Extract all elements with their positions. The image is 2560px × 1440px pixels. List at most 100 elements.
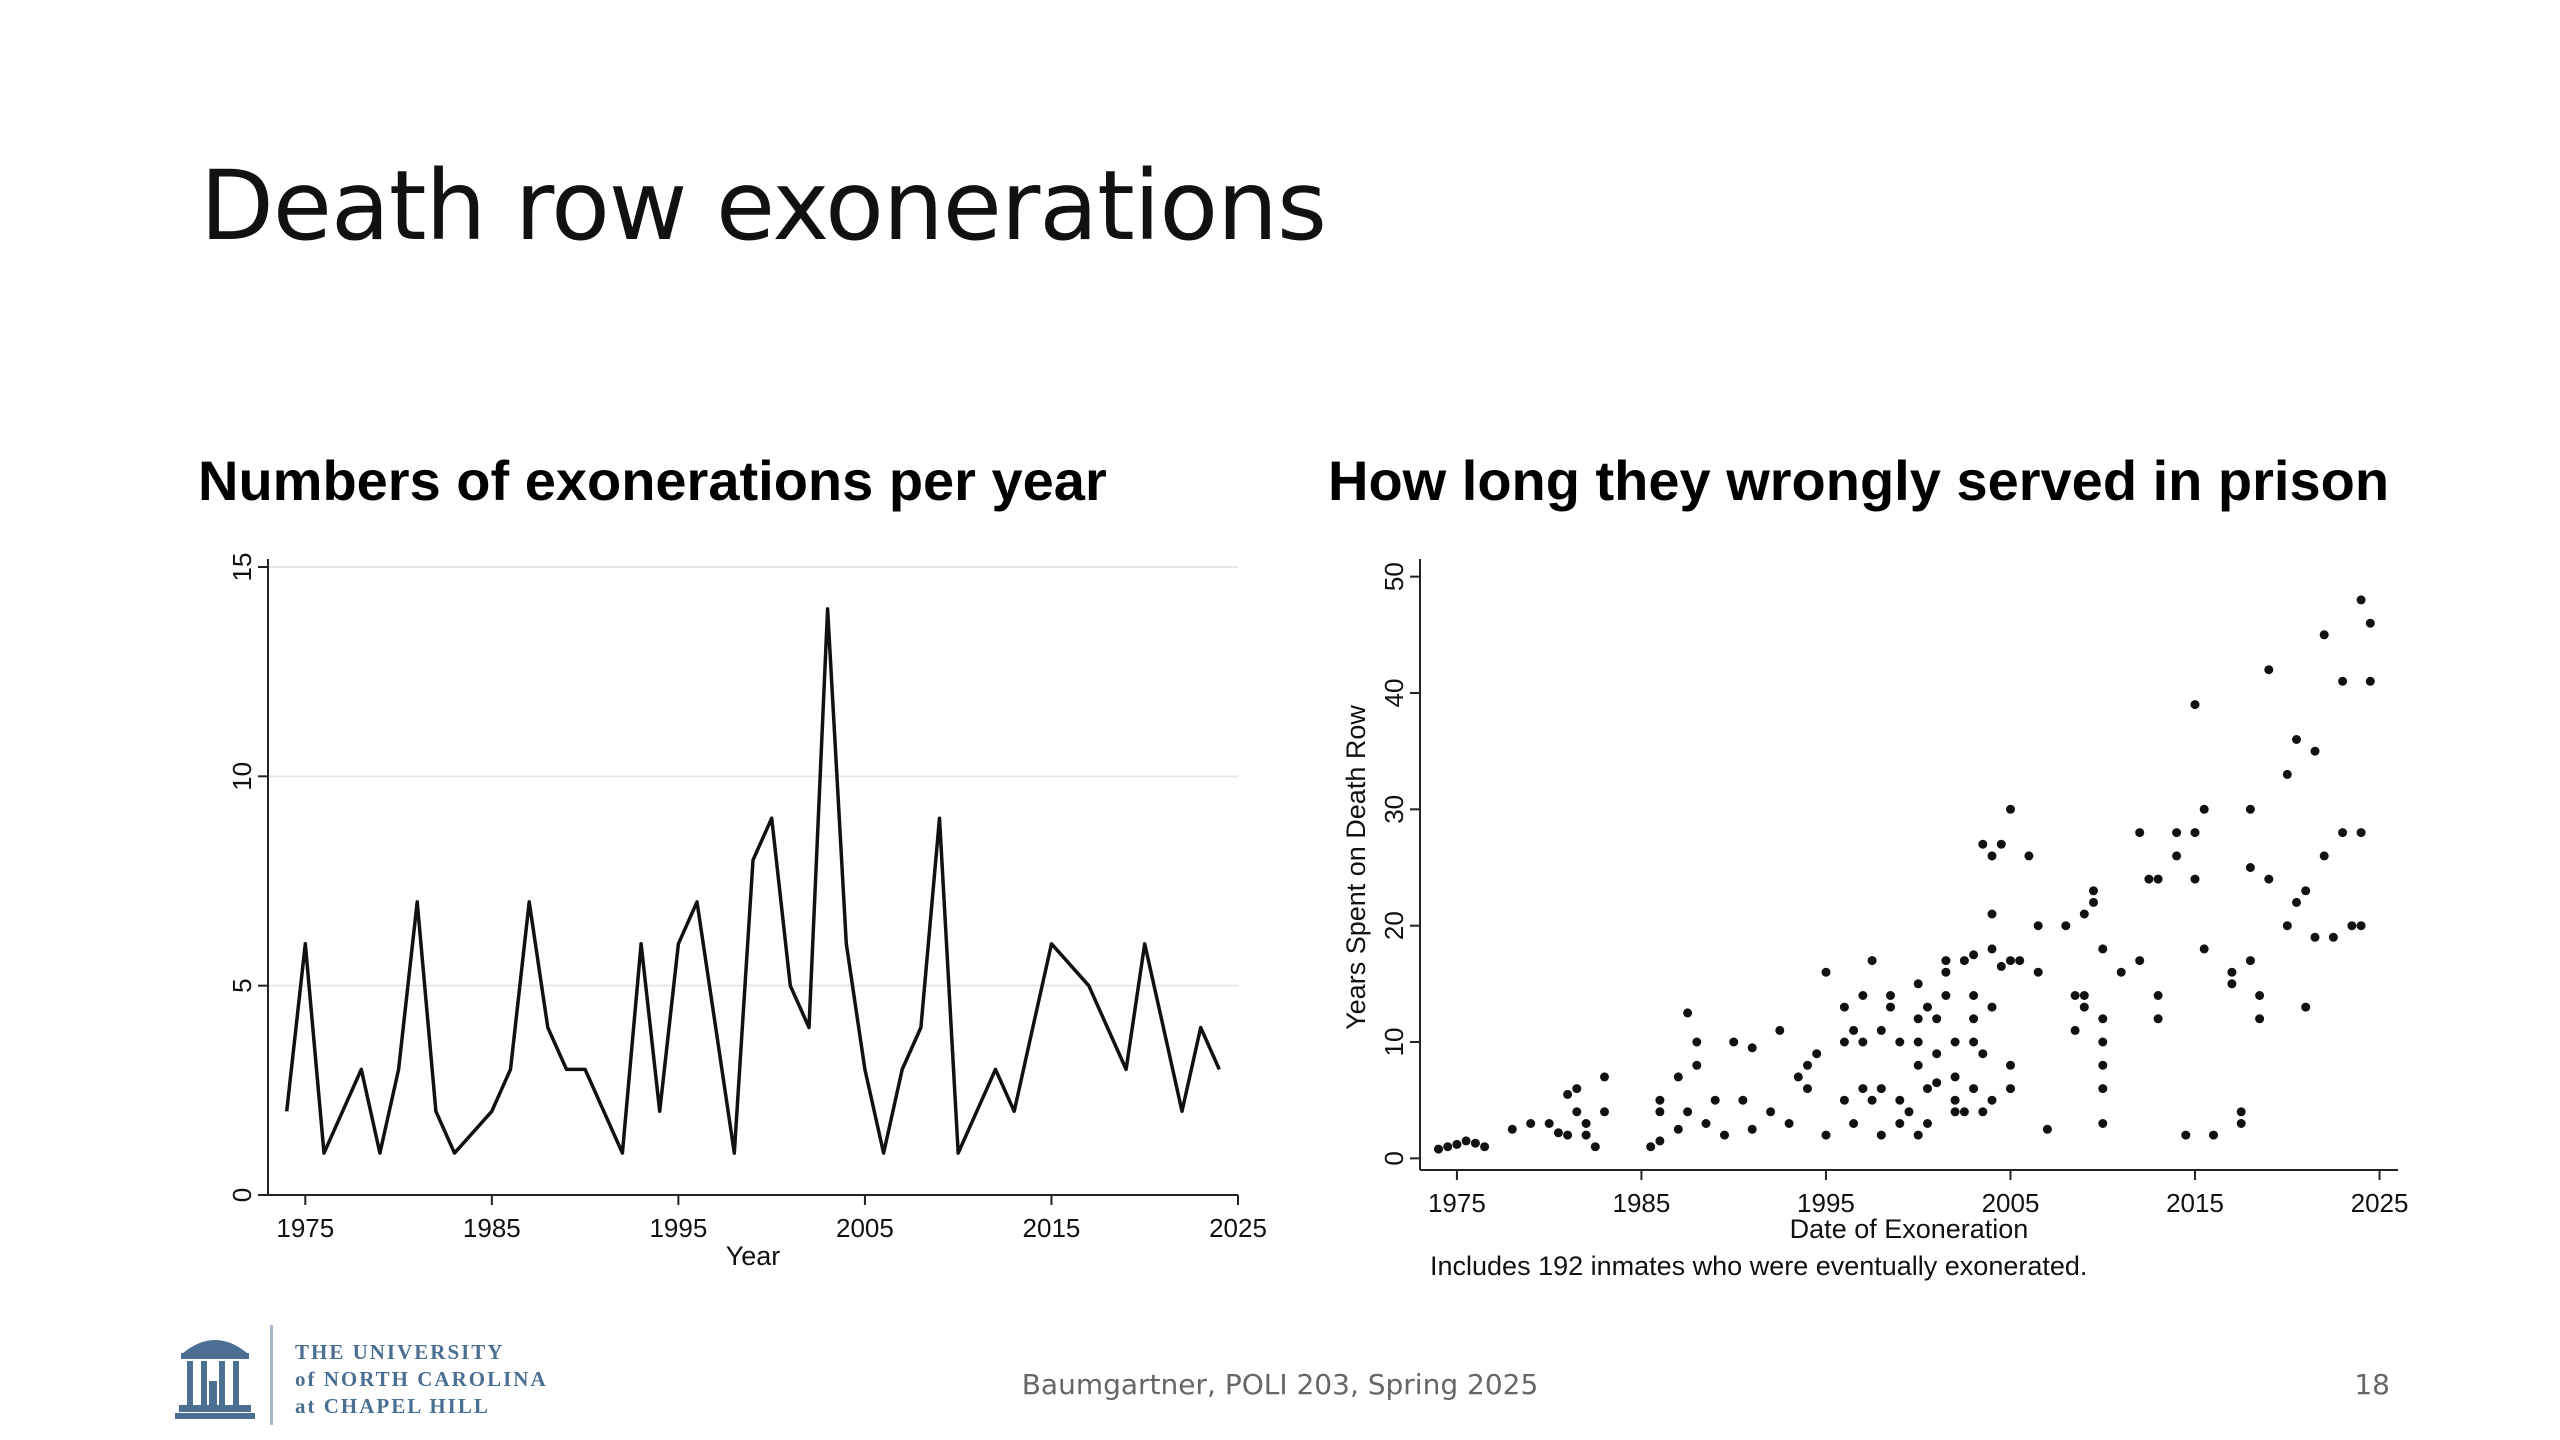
scatter-point [2172,828,2182,838]
scatter-point [2365,676,2375,686]
scatter-point [2153,874,2163,884]
scatter-point [2190,700,2200,710]
scatter-point [1673,1072,1683,1082]
scatter-point [2144,874,2154,884]
scatter-point [1701,1119,1711,1128]
scatter-point [1544,1119,1554,1128]
scatter-point [1443,1142,1453,1152]
scatter-point [2153,991,2163,1000]
scatter-point [1839,1037,1849,1047]
scatter-point [1646,1142,1656,1152]
scatter-point [1969,1084,1979,1094]
x-tick-label: 2005 [1982,1188,2040,1218]
scatter-point [2190,828,2200,838]
x-tick-label: 1985 [463,1213,521,1243]
scatter-point [2328,932,2338,942]
scatter-point [2245,863,2255,872]
scatter-point [2199,944,2209,954]
x-tick-label: 1995 [1797,1188,1855,1218]
scatter-point [1572,1084,1582,1094]
scatter-point [1821,1130,1831,1140]
scatter-point [1563,1089,1573,1099]
scatter-point [1673,1124,1683,1134]
logo-line-1: THE UNIVERSITY [295,1340,505,1364]
scatter-point [1839,1002,1849,1012]
x-tick-label: 1995 [649,1213,707,1243]
scatter-point [2236,1119,2246,1128]
scatter-point [2319,630,2329,640]
scatter-point [1553,1128,1563,1138]
y-tick-label: 10 [1379,1028,1409,1057]
scatter-point [1987,1095,1997,1105]
scatter-point [2033,967,2043,977]
scatter-point [2227,979,2237,989]
scatter-point [1959,956,1969,966]
x-tick-label: 2025 [2351,1188,2409,1218]
scatter-point [1766,1107,1776,1117]
scatter-point [1784,1119,1794,1128]
scatter-point [2098,1060,2108,1070]
y-tick-label: 15 [227,553,257,582]
x-tick-label: 1975 [276,1213,334,1243]
scatter-point [1692,1037,1702,1047]
x-tick-label: 2015 [2166,1188,2224,1218]
scatter-point [2070,991,2080,1000]
scatter-point [1803,1084,1812,1094]
x-tick-label: 2025 [1209,1213,1267,1243]
unc-logo: THE UNIVERSITY of NORTH CAROLINA at CHAP… [175,1325,575,1425]
scatter-point [1969,1014,1979,1024]
scatter-point [2098,944,2108,954]
scatter-point [1590,1142,1600,1152]
scatter-point [1913,1014,1923,1024]
scatter-point [2356,595,2366,605]
scatter-point [2245,956,2255,966]
scatter-point [2301,1002,2311,1012]
scatter-point [1886,991,1895,1000]
scatter-point [1600,1072,1609,1082]
scatter-point [2227,967,2237,977]
scatter-point [2338,828,2348,838]
scatter-point [1507,1124,1517,1134]
logo-line-2: of NORTH CAROLINA [295,1367,548,1391]
scatter-point [2135,956,2145,966]
scatter-point [2255,991,2265,1000]
scatter-point [1480,1142,1490,1152]
scatter-point [1895,1119,1905,1128]
scatter-point [1932,1049,1942,1059]
scatter-point [2070,1025,2080,1035]
scatter-point [2098,1119,2108,1128]
scatter-point [1747,1043,1757,1053]
slide-footer: Baumgartner, POLI 203, Spring 2025 [1021,1368,1539,1401]
scatter-point [1876,1130,1886,1140]
scatter-point [2089,897,2098,907]
scatter-point [1876,1025,1886,1035]
scatter-point [1996,839,2006,849]
scatter-point [1978,839,1988,849]
scatter-point [1775,1025,1785,1035]
scatter-point [1683,1008,1693,1018]
scatter-point [1978,1049,1988,1059]
scatter-point [1913,979,1923,989]
scatter-point [2006,804,2015,814]
scatter-point [1858,991,1868,1000]
scatter-point [1581,1130,1591,1140]
series-line-exonerations [284,607,1221,1155]
scatter-point [1581,1119,1591,1128]
scatter-point [2319,851,2329,861]
scatter-point [1858,1037,1868,1047]
scatter-point [1987,944,1997,954]
scatter-point [1738,1095,1748,1105]
scatter-point [1913,1060,1923,1070]
scatter-point [1849,1025,1859,1035]
scatter-point [2310,932,2320,942]
scatter-point [1923,1119,1932,1128]
left-chart-heading: Numbers of exonerations per year [198,449,1107,512]
scatter-point [2116,967,2126,977]
scatter-point [2135,828,2145,838]
page-number: 18 [2354,1368,2390,1401]
logo-divider [270,1325,273,1425]
scatter-point [1932,1014,1942,1024]
scatter-point [2079,991,2089,1000]
scatter-point [2282,921,2292,931]
scatter-point [1904,1107,1914,1117]
